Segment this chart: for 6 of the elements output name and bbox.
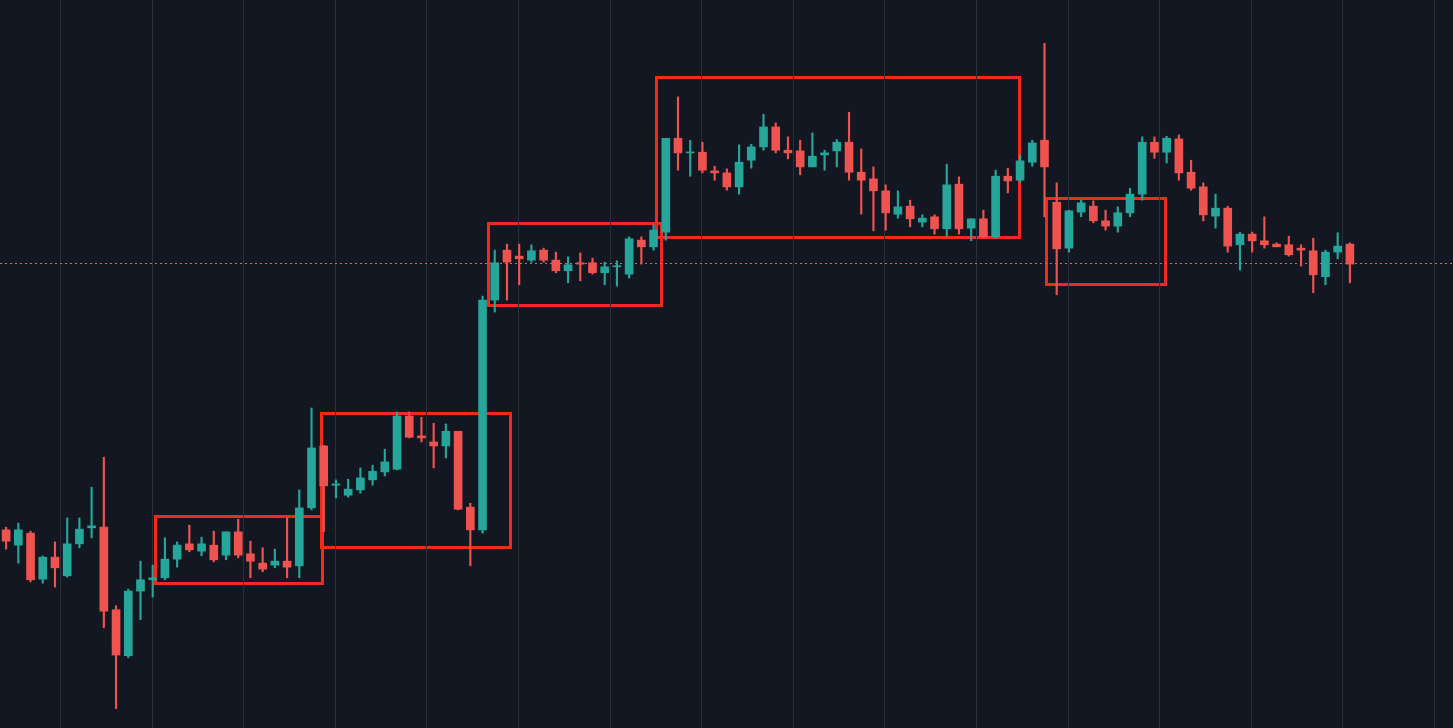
candlestick: [1211, 193, 1220, 229]
candlestick: [246, 540, 255, 579]
candlestick: [1040, 43, 1049, 218]
candlestick: [1101, 209, 1110, 231]
candlestick: [869, 166, 878, 232]
candlestick: [136, 560, 145, 621]
